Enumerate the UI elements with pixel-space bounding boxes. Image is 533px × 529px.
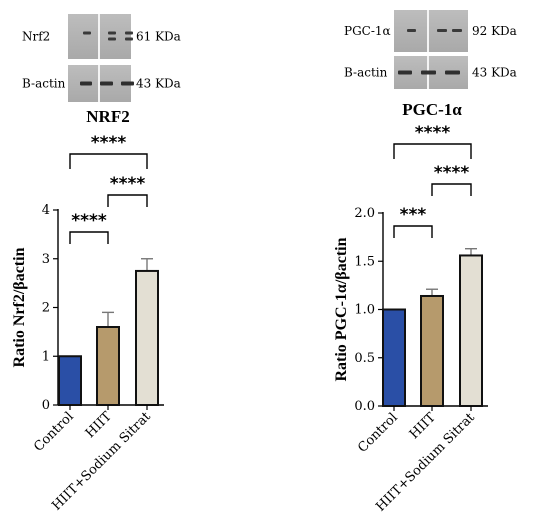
y-axis-label: Ratio PGC-1α/βactin xyxy=(333,237,350,381)
y-tick-label: 1.0 xyxy=(354,303,375,318)
y-tick-label: 3 xyxy=(42,252,50,267)
bar-hiit-sodium-sitrat xyxy=(135,269,159,406)
y-tick-label: 2.0 xyxy=(354,206,375,221)
blot-label-actin: B-actin xyxy=(22,77,66,91)
significance-bracket xyxy=(393,143,472,159)
x-tick-label: Control xyxy=(355,410,401,456)
blot-band xyxy=(80,81,92,86)
bar-hiit-sodium-sitrat xyxy=(459,254,483,407)
y-tick-label: 2 xyxy=(42,301,50,316)
significance-bracket xyxy=(69,231,109,244)
bar-hiit xyxy=(420,294,444,407)
blot-band xyxy=(407,29,416,32)
blot-band xyxy=(121,81,134,86)
blot-band xyxy=(125,31,133,35)
bar-control xyxy=(58,355,82,406)
y-tick-label: 1 xyxy=(42,349,50,364)
x-tick-label: Control xyxy=(31,409,77,455)
y-tick-label: 1.5 xyxy=(354,254,375,269)
blot-size-actin: 43 KDa xyxy=(136,77,181,91)
western-blot-panel: PGC-1α 92 KDa B-actin 43 KDa xyxy=(344,10,517,89)
blot-band xyxy=(125,37,133,41)
blot-band xyxy=(100,81,113,86)
blot-band xyxy=(445,70,460,75)
blot-label-target: PGC-1α xyxy=(344,24,391,38)
western-blot-panel: Nrf2 61 KDa B-actin 43 KDa xyxy=(22,14,181,102)
x-tick-label: HIIT xyxy=(407,410,439,442)
blot-band xyxy=(437,29,447,32)
blot-band xyxy=(398,70,412,75)
blot-size-target: 92 KDa xyxy=(472,24,517,38)
blot-label-actin: B-actin xyxy=(344,66,388,80)
significance-bracket xyxy=(393,225,433,238)
blot-band xyxy=(452,29,462,32)
chart-pgc1a: PGC-1α 92 KDa B-actin 43 KDa PGC-1α 0.0 0.5 1.0… xyxy=(333,10,517,515)
significance-stars: **** xyxy=(415,123,451,143)
significance-stars: *** xyxy=(400,205,427,225)
blot-size-actin: 43 KDa xyxy=(472,66,517,80)
blot-band xyxy=(108,31,116,35)
bar-hiit xyxy=(96,326,120,406)
significance-bracket xyxy=(69,153,148,169)
y-axis-label: Ratio Nrf2/βactin xyxy=(11,247,28,367)
significance-stars: **** xyxy=(71,211,107,231)
chart-nrf2: Nrf2 61 KDa B-actin 43 KDa NRF2 0 1 2 3 4 Ratio Nr… xyxy=(11,14,181,514)
blot-label-target: Nrf2 xyxy=(22,30,50,44)
blot-band xyxy=(108,37,116,41)
significance-bracket xyxy=(107,194,148,207)
blot-size-target: 61 KDa xyxy=(136,30,181,44)
chart-title: NRF2 xyxy=(86,107,129,126)
significance-stars: **** xyxy=(110,174,146,194)
y-tick-label: 4 xyxy=(42,203,50,218)
chart-title: PGC-1α xyxy=(402,100,462,119)
significance-bracket xyxy=(431,183,472,196)
y-tick-label: 0 xyxy=(42,398,50,413)
y-tick-label: 0.5 xyxy=(354,351,375,366)
significance-stars: **** xyxy=(91,133,127,153)
y-tick-label: 0.0 xyxy=(354,399,375,414)
significance-stars: **** xyxy=(434,163,470,183)
x-tick-label: HIIT xyxy=(83,409,115,441)
blot-band xyxy=(421,70,436,75)
blot-band xyxy=(83,31,91,35)
bar-control xyxy=(382,308,406,407)
